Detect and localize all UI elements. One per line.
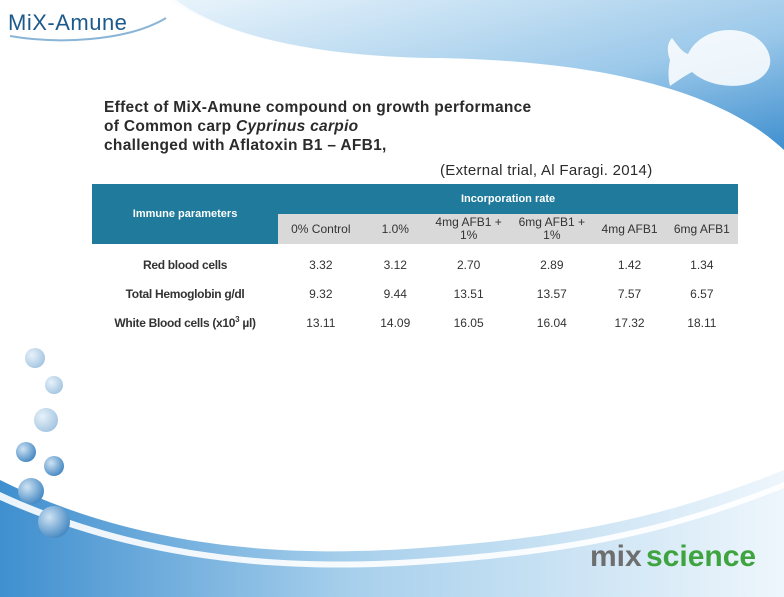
decorative-bubble	[34, 408, 58, 432]
trial-reference: (External trial, Al Faragi. 2014)	[440, 162, 653, 179]
row-label-prefix: White Blood cells (x10	[114, 316, 236, 330]
row-label: Total Hemoglobin g/dl	[125, 286, 245, 301]
param-header: Immune parameters	[92, 184, 279, 244]
decorative-bubble	[38, 506, 70, 538]
table-cell: 9.32	[309, 286, 333, 301]
title-line-3: challenged with Aflatoxin B1 – AFB1,	[104, 137, 387, 154]
table-cell: 16.04	[536, 315, 567, 330]
logo-swoosh-icon	[9, 17, 167, 42]
title-line-2-prefix: of Common carp	[104, 118, 236, 135]
decorative-bubble	[44, 456, 64, 476]
table-cell: 17.32	[614, 315, 645, 330]
row-label: White Blood cells (x103 µl)	[92, 308, 278, 337]
column-header: 6mg AFB1	[665, 214, 738, 244]
column-header: 4mg AFB1	[593, 214, 666, 244]
decorative-bubble	[16, 442, 36, 462]
table-cell: 1.34	[690, 257, 714, 272]
table-row: White Blood cells (x103 µl) 13.11 14.09 …	[92, 308, 738, 337]
group-header: Incorporation rate	[278, 184, 738, 214]
row-label: Red blood cells	[142, 257, 228, 272]
table-cell: 16.05	[453, 315, 484, 330]
mixscience-logo: mix science	[586, 538, 776, 588]
table-cell: 9.44	[383, 286, 407, 301]
table-row: Red blood cells 3.32 3.12 2.70 2.89 1.42…	[92, 250, 738, 279]
column-header: 4mg AFB1 + 1%	[427, 214, 511, 244]
decorative-bubble	[18, 478, 44, 504]
mix-amune-logo: MiX-Amune	[6, 4, 171, 44]
decorative-bubble	[45, 376, 63, 394]
mixscience-logo-mix: mix	[590, 540, 642, 573]
fish-silhouette-icon	[667, 30, 771, 86]
slide-title: Effect of MiX-Amune compound on growth p…	[104, 98, 531, 155]
title-line-2: of Common carp Cyprinus carpio	[104, 117, 531, 136]
table-cell: 14.09	[380, 315, 411, 330]
row-label-superscript: 3	[235, 315, 240, 324]
title-line-1: Effect of MiX-Amune compound on growth p…	[104, 99, 532, 116]
table-cell: 7.57	[617, 286, 642, 301]
table-cell: 18.11	[687, 315, 717, 330]
row-label-suffix: µl)	[239, 316, 256, 330]
table-cell: 2.70	[456, 257, 481, 272]
table-cell: 13.51	[453, 286, 484, 301]
column-header: 1.0%	[363, 214, 428, 244]
table-cell: 6.57	[690, 286, 714, 301]
column-header: 6mg AFB1 + 1%	[510, 214, 594, 244]
species-name: Cyprinus carpio	[235, 118, 359, 135]
decorative-bubble	[25, 348, 45, 368]
table-row: Total Hemoglobin g/dl 9.32 9.44 13.51 13…	[92, 279, 738, 308]
table-cell: 3.12	[383, 257, 407, 272]
immune-parameters-table: Immune parameters Incorporation rate 0% …	[92, 184, 738, 337]
table-cell: 3.32	[309, 257, 333, 272]
table-cell: 2.89	[540, 257, 564, 272]
table-cell: 13.57	[536, 286, 567, 301]
mix-amune-logo-text: MiX-Amune	[8, 10, 128, 35]
table-cell: 13.11	[306, 315, 336, 330]
column-header: 0% Control	[278, 214, 364, 244]
mixscience-logo-science: science	[646, 540, 757, 573]
table-cell: 1.42	[617, 257, 642, 272]
